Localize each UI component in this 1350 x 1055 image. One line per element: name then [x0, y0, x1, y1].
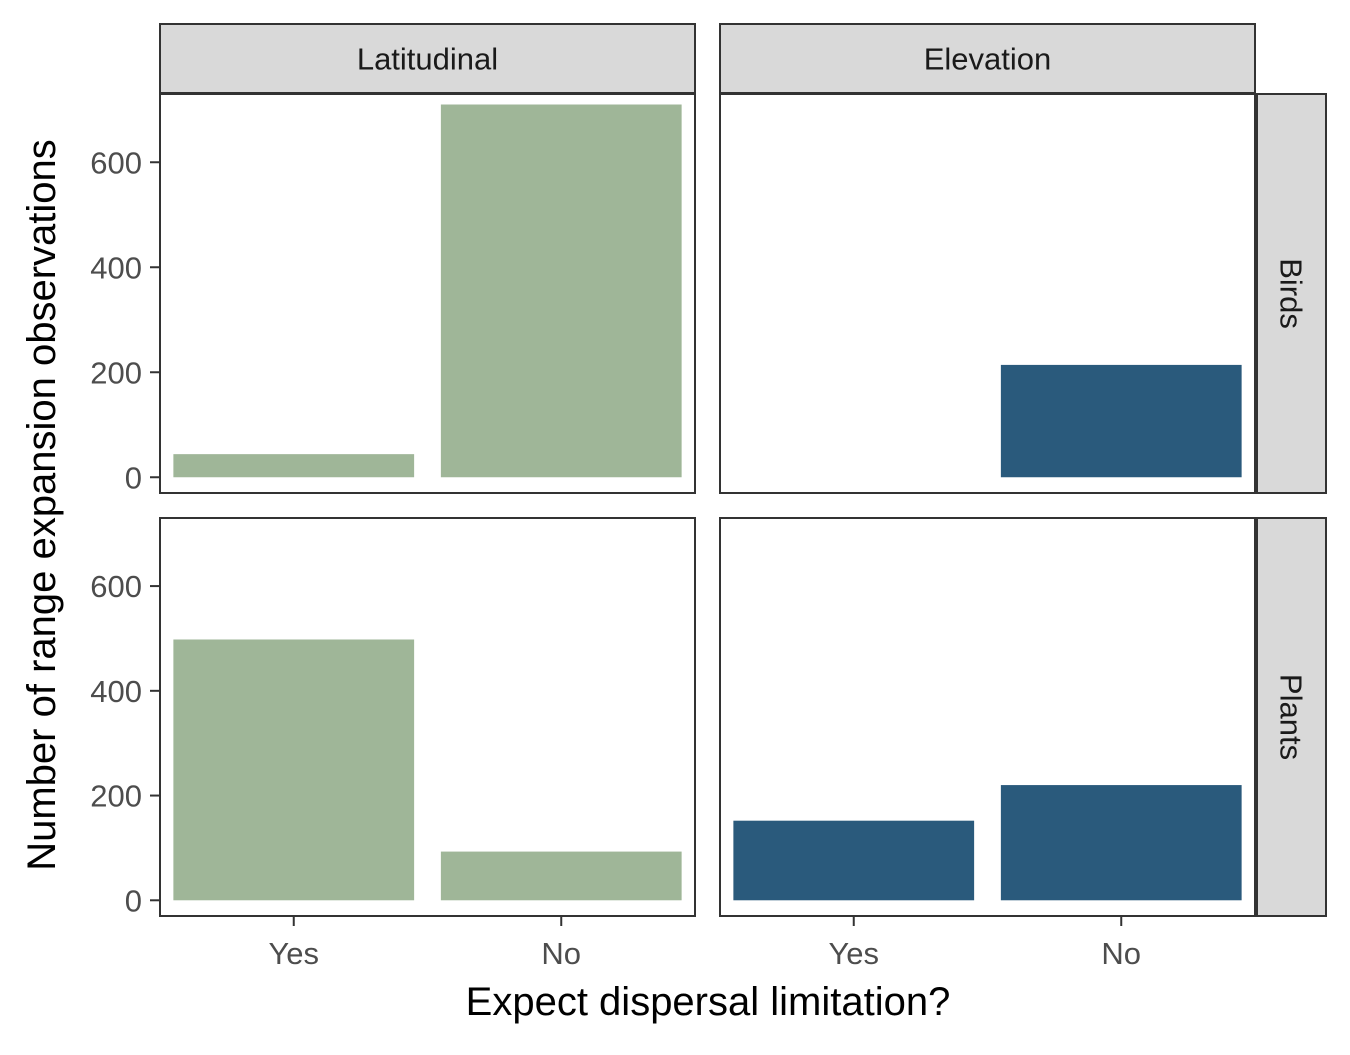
strip-elevation	[719, 23, 1256, 94]
x-tick-label-elevation-no: No	[1101, 936, 1141, 971]
bar-plants-elevation-no	[1000, 785, 1242, 901]
bar-plants-latitudinal-no	[440, 851, 682, 901]
bar-plants-latitudinal-yes	[173, 639, 415, 901]
strip-layer: Latitudinal Elevation Birds Plants	[159, 23, 1327, 917]
y-tick-label-plants-0: 0	[125, 883, 142, 918]
x-tick-label-elevation-yes: Yes	[828, 936, 879, 971]
strip-label-elevation: Elevation	[924, 42, 1052, 77]
strip-label-latitudinal: Latitudinal	[357, 42, 498, 77]
y-tick-label-birds-400: 400	[90, 250, 142, 285]
axis-layer: 0 200 400 600 0 200 400 600 Yes No Yes No	[90, 145, 1141, 971]
strip-birds	[1256, 93, 1327, 494]
y-tick-label-plants-200: 200	[90, 779, 142, 814]
strip-latitudinal	[159, 23, 696, 94]
bar-layer	[173, 104, 1242, 901]
x-tick-label-latitudinal-no: No	[541, 936, 581, 971]
strip-label-plants: Plants	[1274, 674, 1309, 760]
y-tick-label-birds-600: 600	[90, 145, 142, 180]
x-axis-title: Expect dispersal limitation?	[466, 980, 951, 1024]
bar-birds-latitudinal-yes	[173, 454, 415, 478]
bar-birds-elevation-no	[1000, 364, 1242, 478]
strip-plants	[1256, 517, 1327, 917]
y-tick-label-birds-0: 0	[125, 460, 142, 495]
x-tick-label-latitudinal-yes: Yes	[268, 936, 319, 971]
bar-birds-latitudinal-no	[440, 104, 682, 478]
bar-plants-elevation-yes	[733, 820, 975, 901]
y-tick-label-birds-200: 200	[90, 355, 142, 390]
strip-label-birds: Birds	[1274, 258, 1309, 329]
y-tick-label-plants-400: 400	[90, 674, 142, 709]
y-tick-label-plants-600: 600	[90, 569, 142, 604]
y-axis-title: Number of range expansion observations	[20, 139, 64, 871]
